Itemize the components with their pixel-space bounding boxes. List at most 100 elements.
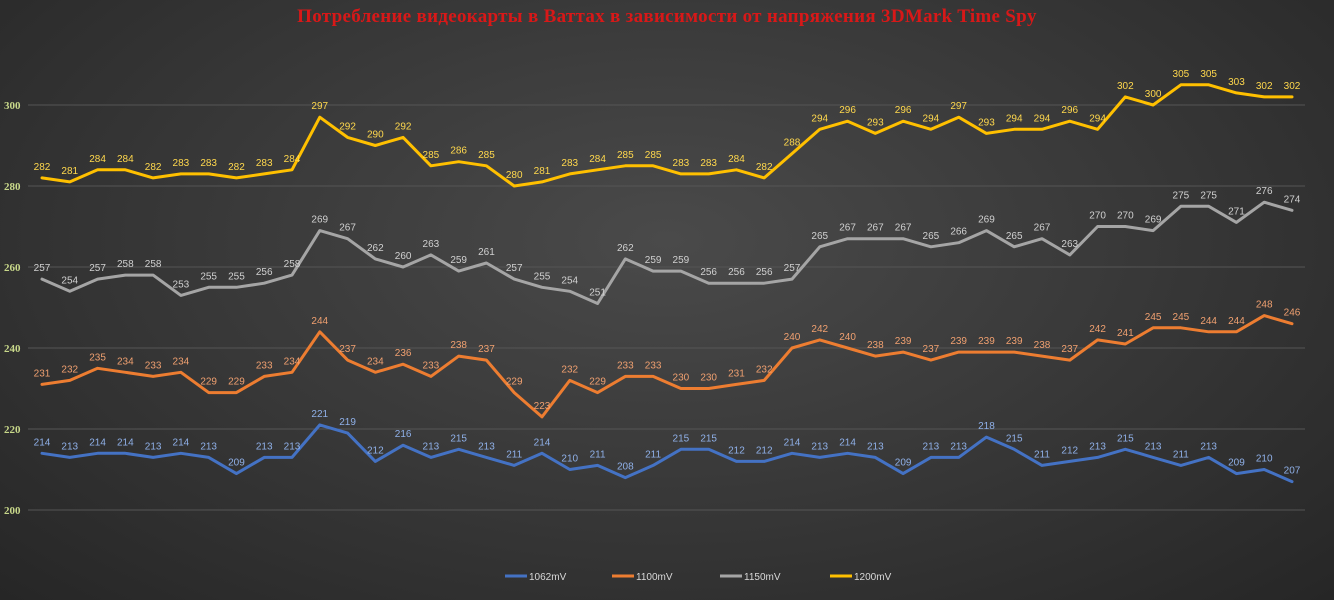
data-label: 245 — [1173, 312, 1190, 323]
data-label: 210 — [1256, 454, 1273, 465]
data-label: 232 — [561, 364, 578, 375]
legend-label: 1062mV — [529, 572, 567, 583]
data-label: 285 — [478, 150, 495, 161]
data-label: 283 — [256, 158, 273, 169]
data-label: 212 — [756, 445, 773, 456]
data-label: 237 — [1061, 344, 1078, 355]
data-label: 245 — [1145, 312, 1162, 323]
data-label: 242 — [1089, 324, 1106, 335]
data-label: 284 — [284, 154, 301, 165]
series-lines — [40, 83, 1294, 484]
data-label: 215 — [1006, 433, 1023, 444]
data-label: 209 — [895, 458, 912, 469]
data-label: 240 — [784, 332, 801, 343]
data-label: 254 — [561, 275, 578, 286]
data-label: 233 — [645, 360, 662, 371]
data-label: 214 — [173, 437, 190, 448]
y-tick-label: 300 — [4, 100, 21, 112]
data-label: 293 — [978, 117, 995, 128]
chart-title: Потребление видеокарты в Ваттах в зависи… — [297, 6, 1037, 27]
data-label: 294 — [811, 113, 828, 124]
data-label: 269 — [978, 215, 995, 226]
data-label: 207 — [1284, 466, 1301, 477]
data-label: 239 — [950, 336, 967, 347]
data-label: 258 — [284, 259, 301, 270]
data-label: 232 — [756, 364, 773, 375]
data-label: 211 — [645, 449, 661, 460]
data-label: 211 — [506, 449, 522, 460]
data-label: 296 — [839, 105, 856, 116]
data-label: 257 — [34, 263, 51, 274]
data-label: 208 — [617, 462, 634, 473]
data-label: 282 — [756, 162, 773, 173]
data-label: 265 — [923, 231, 940, 242]
data-label: 270 — [1089, 211, 1106, 222]
data-label: 263 — [1061, 239, 1078, 250]
y-tick-label: 240 — [4, 343, 21, 355]
data-label: 259 — [450, 255, 467, 266]
data-label: 267 — [1034, 223, 1051, 234]
data-label: 260 — [395, 251, 412, 262]
data-label: 233 — [423, 360, 440, 371]
data-label: 229 — [589, 377, 606, 388]
data-label: 233 — [617, 360, 634, 371]
data-label: 213 — [811, 441, 828, 452]
data-label: 267 — [895, 223, 912, 234]
data-label: 296 — [1061, 105, 1078, 116]
data-label: 284 — [589, 154, 606, 165]
data-label: 215 — [673, 433, 690, 444]
data-label: 305 — [1173, 69, 1190, 80]
data-label: 236 — [395, 348, 412, 359]
data-label: 271 — [1228, 206, 1245, 217]
data-label: 215 — [1117, 433, 1134, 444]
data-label: 240 — [839, 332, 856, 343]
data-label: 213 — [61, 441, 78, 452]
data-label: 239 — [895, 336, 912, 347]
data-label: 285 — [423, 150, 440, 161]
data-label: 267 — [339, 223, 356, 234]
data-label: 293 — [867, 117, 884, 128]
data-label: 213 — [478, 441, 495, 452]
data-label: 283 — [561, 158, 578, 169]
data-label: 233 — [256, 360, 273, 371]
data-label: 262 — [367, 243, 384, 254]
data-label: 290 — [367, 130, 384, 141]
data-label: 300 — [1145, 89, 1162, 100]
data-label: 211 — [590, 449, 606, 460]
data-label: 265 — [811, 231, 828, 242]
data-label: 267 — [867, 223, 884, 234]
data-label: 223 — [534, 401, 551, 412]
data-label: 265 — [1006, 231, 1023, 242]
data-label: 282 — [34, 162, 51, 173]
data-label: 267 — [839, 223, 856, 234]
data-label: 235 — [89, 352, 106, 363]
data-label: 302 — [1117, 81, 1134, 92]
data-label: 255 — [534, 271, 551, 282]
data-label: 241 — [1117, 328, 1134, 339]
data-label: 305 — [1200, 69, 1217, 80]
data-label: 256 — [700, 267, 717, 278]
data-label: 244 — [311, 316, 328, 327]
data-label: 292 — [395, 121, 412, 132]
data-label: 302 — [1256, 81, 1273, 92]
data-label: 229 — [506, 377, 523, 388]
data-label: 233 — [145, 360, 162, 371]
data-label: 244 — [1228, 316, 1245, 327]
data-label: 232 — [61, 364, 78, 375]
data-label: 239 — [1006, 336, 1023, 347]
data-label: 283 — [173, 158, 190, 169]
data-label: 255 — [228, 271, 245, 282]
data-label: 282 — [228, 162, 245, 173]
data-label: 237 — [339, 344, 356, 355]
data-label: 286 — [450, 146, 467, 157]
data-label: 302 — [1284, 81, 1301, 92]
y-axis-ticks: 200 220 240 260 280 300 — [4, 100, 21, 517]
series-line-1150mV — [40, 200, 1294, 305]
data-label: 230 — [673, 373, 690, 384]
data-label: 258 — [117, 259, 134, 270]
y-tick-label: 200 — [4, 505, 21, 517]
data-label: 284 — [89, 154, 106, 165]
data-label: 231 — [34, 368, 51, 379]
data-label: 284 — [728, 154, 745, 165]
